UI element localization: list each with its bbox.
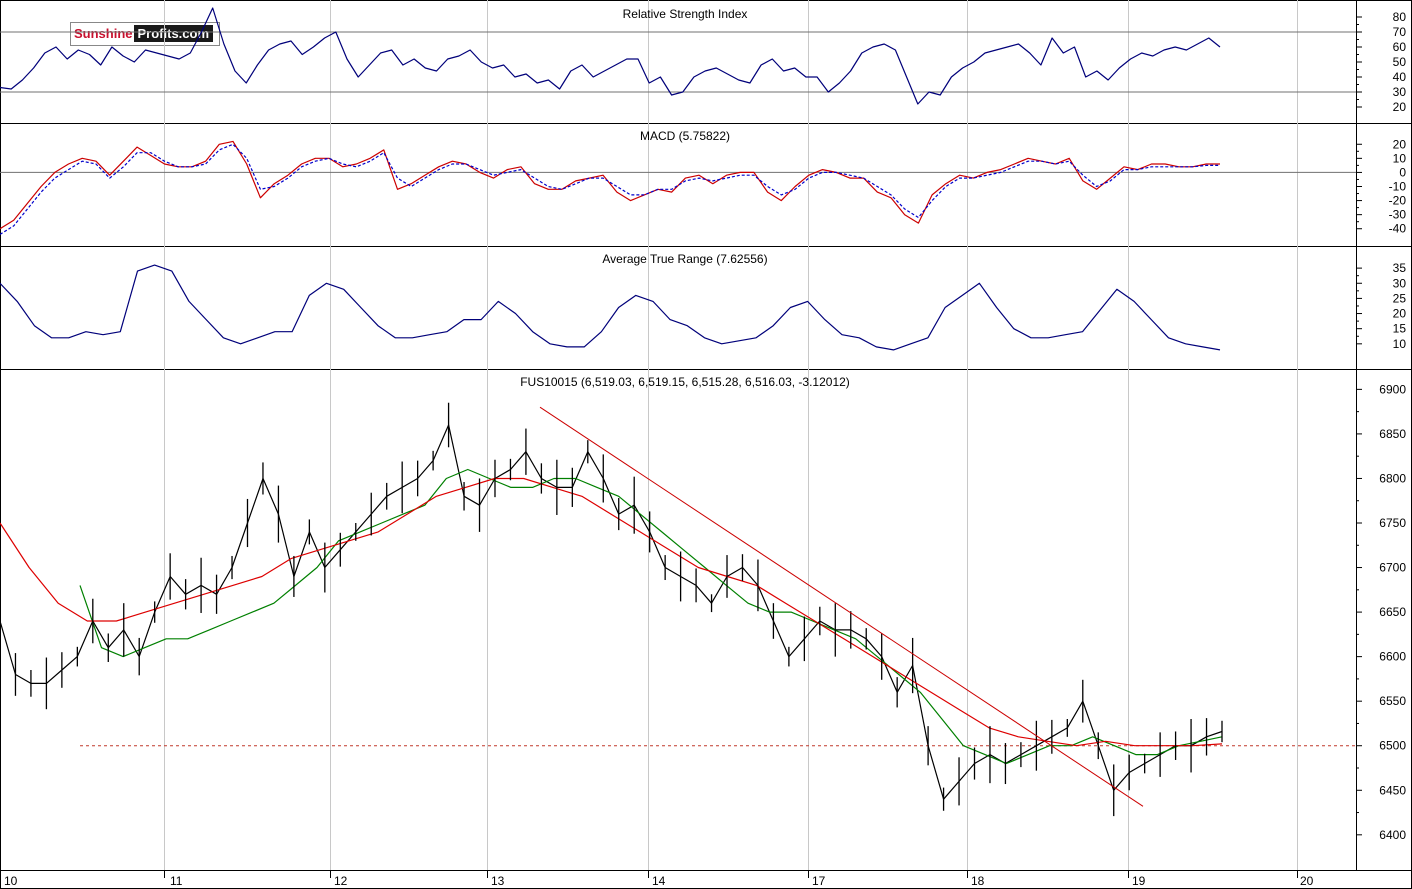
y-tick-label: 80 — [1393, 10, 1407, 24]
series-ma-long — [0, 477, 1223, 747]
y-tick-label: -10 — [1389, 180, 1407, 194]
logo-profits: Profits.com — [133, 25, 214, 42]
y-tick-label: -40 — [1389, 222, 1407, 236]
y-tick-label: 0 — [1399, 165, 1406, 179]
y-tick-label: 20 — [1393, 137, 1407, 151]
y-tick-label: 35 — [1393, 261, 1407, 275]
y-tick-label: 6550 — [1379, 694, 1406, 708]
y-tick-label: 10 — [1393, 337, 1407, 351]
x-tick-label: 14 — [652, 874, 666, 888]
x-tick-label: 12 — [334, 874, 348, 888]
y-tick-label: 6900 — [1379, 382, 1406, 396]
series-price — [0, 424, 1223, 800]
y-tick-label: -20 — [1389, 194, 1407, 208]
x-tick-label: 17 — [812, 874, 826, 888]
y-tick-label: 6450 — [1379, 783, 1406, 797]
y-tick-label: 30 — [1393, 85, 1407, 99]
y-tick-label: 15 — [1393, 322, 1407, 336]
y-tick-label: 6600 — [1379, 650, 1406, 664]
y-tick-label: 6700 — [1379, 561, 1406, 575]
trendline — [539, 406, 1144, 807]
sunshine-profits-logo: Sunshine Profits.com — [70, 22, 220, 46]
y-tick-label: 50 — [1393, 55, 1407, 69]
series-ma-short — [79, 468, 1223, 765]
y-tick-label: 60 — [1393, 40, 1407, 54]
y-tick-label: 70 — [1393, 25, 1407, 39]
y-tick-label: 20 — [1393, 100, 1407, 114]
series-rsi — [0, 7, 1221, 105]
y-tick-label: 6750 — [1379, 516, 1406, 530]
y-tick-label: 40 — [1393, 70, 1407, 84]
y-tick-label: 6650 — [1379, 605, 1406, 619]
x-tick-label: 19 — [1132, 874, 1146, 888]
y-tick-label: -30 — [1389, 208, 1407, 222]
panel-title: FUS10015 (6,519.03, 6,519.15, 6,515.28, … — [520, 375, 850, 389]
x-tick-label: 10 — [4, 874, 18, 888]
y-tick-label: 6800 — [1379, 471, 1406, 485]
x-tick-label: 11 — [170, 874, 183, 888]
y-tick-label: 10 — [1393, 151, 1407, 165]
y-tick-label: 25 — [1393, 291, 1407, 305]
logo-sunshine: Sunshine — [74, 26, 133, 41]
x-tick-label: 20 — [1300, 874, 1314, 888]
y-tick-label: 20 — [1393, 307, 1407, 321]
series-signal — [0, 143, 1220, 235]
panel-title: Relative Strength Index — [623, 7, 748, 21]
x-tick-label: 18 — [971, 874, 985, 888]
y-tick-label: 6400 — [1379, 828, 1406, 842]
series-atr — [0, 264, 1221, 351]
panel-title: MACD (5.75822) — [640, 129, 730, 143]
series-macd — [0, 140, 1220, 230]
y-tick-label: 6850 — [1379, 427, 1406, 441]
panel-title: Average True Range (7.62556) — [602, 252, 767, 266]
x-tick-label: 13 — [491, 874, 505, 888]
y-tick-label: 6500 — [1379, 739, 1406, 753]
y-tick-label: 30 — [1393, 276, 1407, 290]
